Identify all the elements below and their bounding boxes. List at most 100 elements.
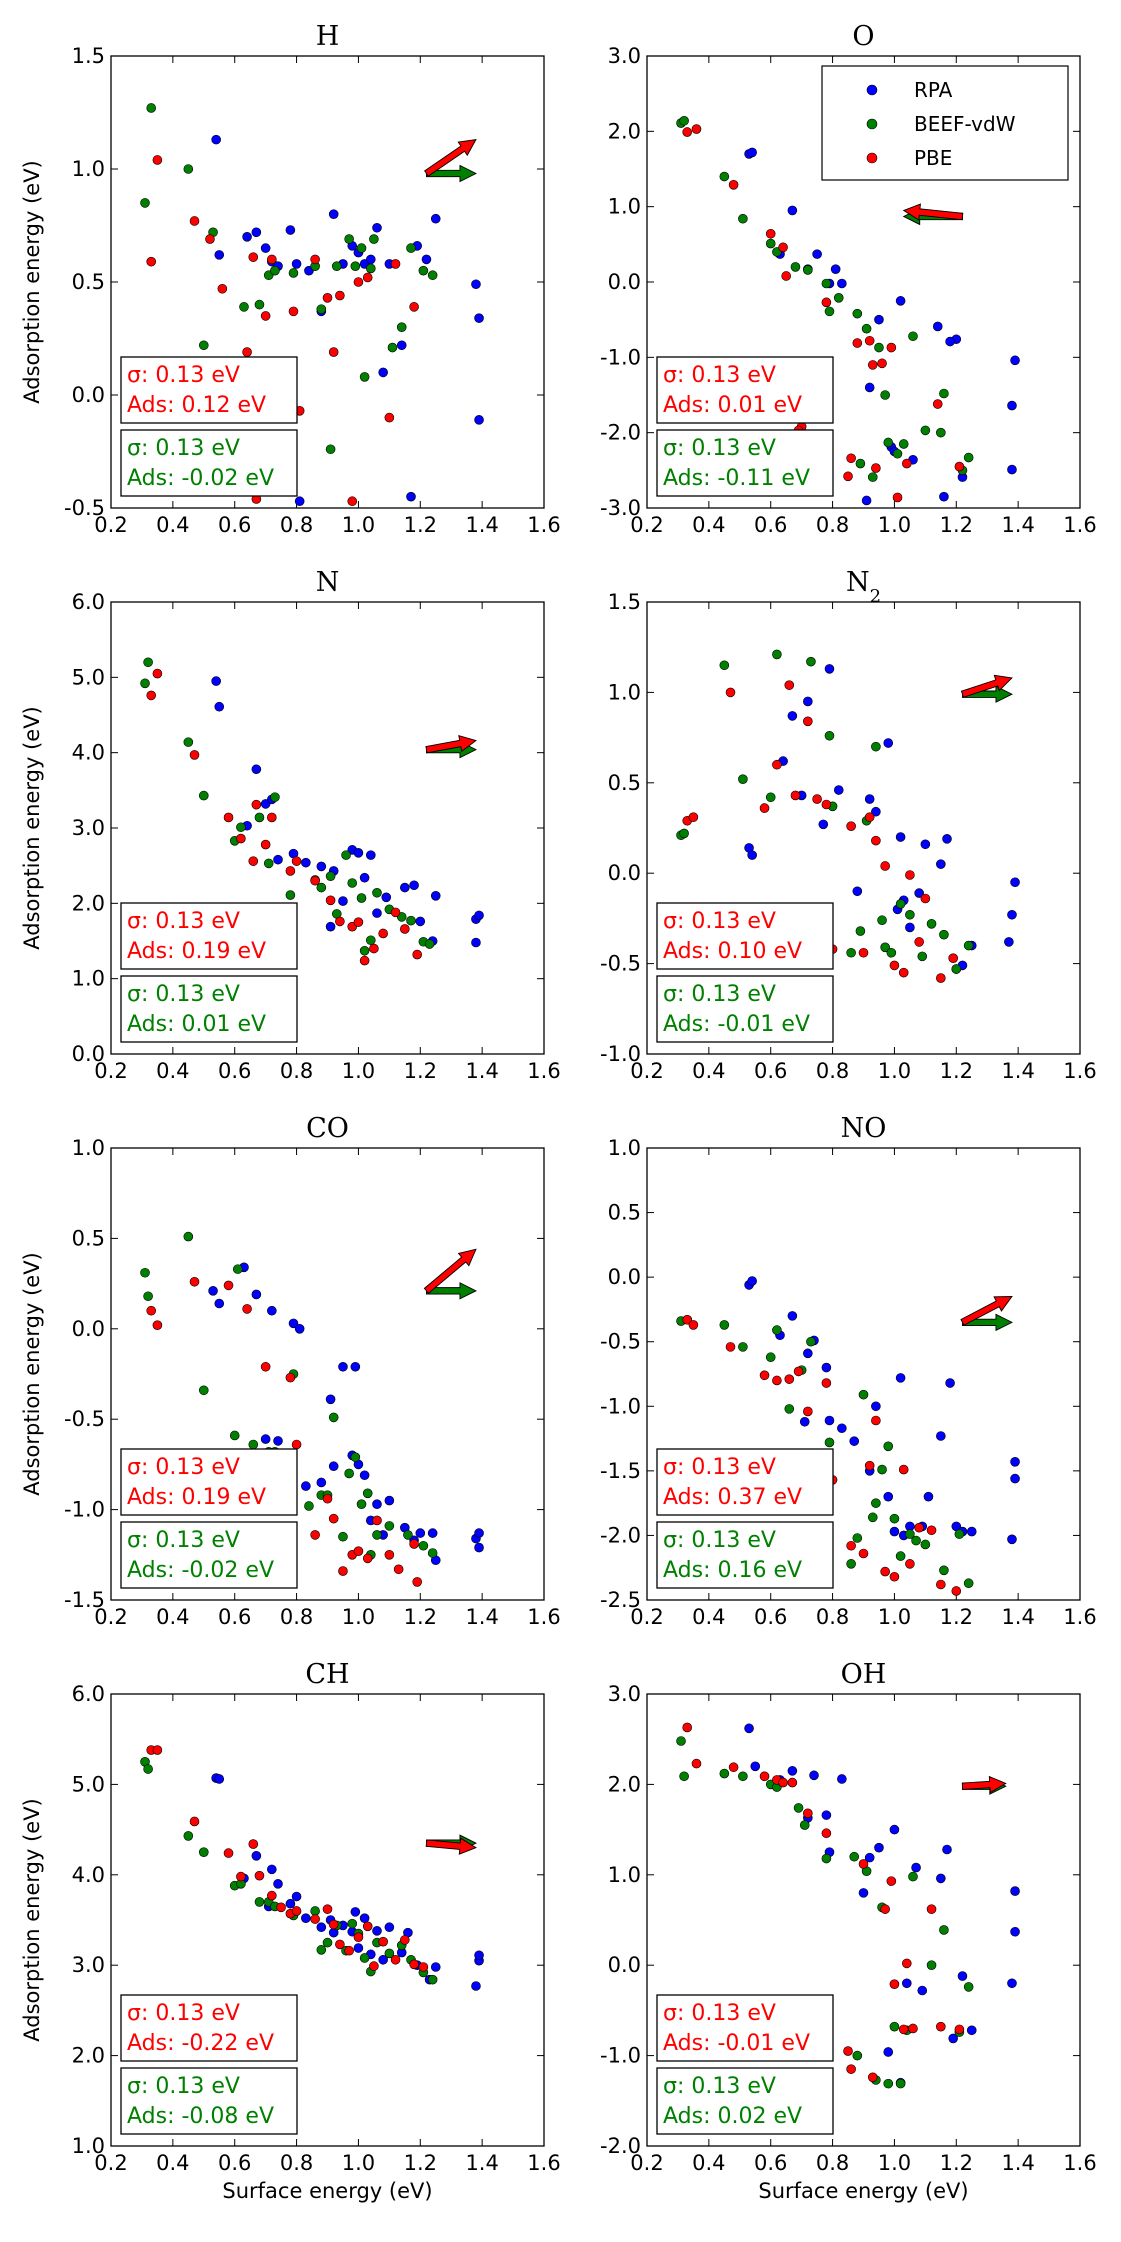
point-pbe [914,937,924,947]
point-beef-vdw [951,964,962,974]
x-tick-label: 0.8 [280,1605,313,1629]
point-rpa [966,2025,977,2036]
pbe-sigma: σ: 0.13 eV [663,2001,776,2026]
y-tick-label: 1.5 [608,590,641,614]
pbe-ads: Ads: 0.12 eV [127,393,266,418]
point-rpa [471,937,481,948]
point-beef-vdw [341,850,351,860]
x-axis-label: Surface energy (eV) [758,2179,968,2203]
x-tick-label: 1.2 [940,2151,973,2175]
point-pbe [852,338,863,348]
point-beef-vdw [920,1539,931,1550]
point-rpa [852,886,863,897]
point-beef-vdw [143,657,153,668]
data-points [140,1745,484,1991]
point-rpa [353,1943,364,1953]
point-beef-vdw [895,2078,906,2089]
point-beef-vdw [867,1512,878,1523]
point-beef-vdw [384,1948,395,1959]
point-beef-vdw [939,1565,949,1576]
point-rpa [799,1416,810,1427]
point-pbe [310,254,320,265]
y-tick-label: 2.0 [72,2044,105,2068]
x-tick-label: 0.2 [630,2151,663,2175]
point-rpa [833,785,844,795]
pbe-arrow [424,139,477,177]
panel-n2: N2 0.2 0.4 0.6 0.8 1.0 1.2 1.4 1.6 -1.0 -0.5 0.0 0.5… [600,567,1097,1083]
point-beef-vdw [359,945,370,956]
beef-sigma: σ: 0.13 eV [663,982,776,1007]
point-pbe [362,1553,373,1564]
x-tick-label: 0.8 [816,513,849,537]
point-pbe [310,1914,320,1924]
point-pbe [908,2023,918,2034]
point-beef-vdw [799,1820,810,1830]
point-beef-vdw [772,649,782,660]
y-tick-label: 0.5 [608,1201,641,1225]
point-beef-vdw [143,1764,153,1774]
point-beef-vdw [806,1336,816,1347]
x-tick-label: 0.2 [94,1059,127,1083]
pbe-arrow [425,734,477,754]
point-pbe [846,2064,856,2074]
point-rpa [353,848,364,858]
point-pbe [898,1464,909,1475]
point-pbe [858,1548,869,1559]
point-rpa [948,2033,958,2044]
point-rpa [214,250,225,260]
point-pbe [146,1305,157,1316]
point-rpa [325,921,336,932]
point-beef-vdw [325,871,336,882]
point-rpa [474,415,484,425]
y-tick-label: 6.0 [72,590,105,614]
point-pbe [864,335,875,346]
pbe-arrow [902,203,964,221]
y-tick-label: 0.0 [608,861,641,885]
point-pbe [926,1525,937,1536]
point-pbe [886,1876,897,1886]
point-beef-vdw [793,1803,804,1813]
point-beef-vdw [359,1953,370,1963]
point-pbe [276,1902,286,1913]
point-rpa [787,711,798,721]
point-beef-vdw [846,947,856,958]
point-pbe [359,955,370,966]
y-axis-label: Adsorption energy (eV) [20,1252,44,1496]
point-pbe [384,1550,395,1560]
point-pbe [877,358,887,369]
point-beef-vdw [140,1267,150,1278]
point-beef-vdw [939,929,949,940]
point-pbe [378,928,388,939]
beef-stats-box: σ: 0.13 eV Ads: -0.11 eV [656,429,834,497]
point-pbe [886,342,897,353]
legend-frame [821,65,1069,181]
point-rpa [409,880,419,891]
point-pbe [803,1808,813,1819]
point-pbe [759,803,770,813]
point-rpa [430,890,441,901]
point-pbe [682,127,693,137]
point-beef-vdw [427,270,438,281]
point-pbe [412,1577,422,1587]
point-rpa [381,892,392,903]
point-beef-vdw [738,774,748,784]
point-pbe [322,1493,333,1504]
y-tick-label: 1.0 [72,967,105,991]
point-beef-vdw [772,1325,782,1335]
point-rpa [837,278,847,289]
point-beef-vdw [765,1352,776,1363]
y-tick-label: -1.5 [600,1459,641,1483]
y-tick-label: 1.0 [72,157,105,181]
point-beef-vdw [905,909,915,920]
point-beef-vdw [198,790,209,801]
point-pbe [889,960,900,971]
point-beef-vdw [183,164,194,174]
point-rpa [1007,1534,1017,1545]
point-beef-vdw [372,887,382,898]
pbe-arrow [960,1296,1013,1326]
pbe-stats-box: σ: 0.13 eV Ads: 0.19 eV [120,1448,298,1516]
point-pbe [920,893,931,904]
point-rpa [1010,1457,1020,1467]
point-beef-vdw [183,1231,194,1242]
point-pbe [409,1539,419,1549]
